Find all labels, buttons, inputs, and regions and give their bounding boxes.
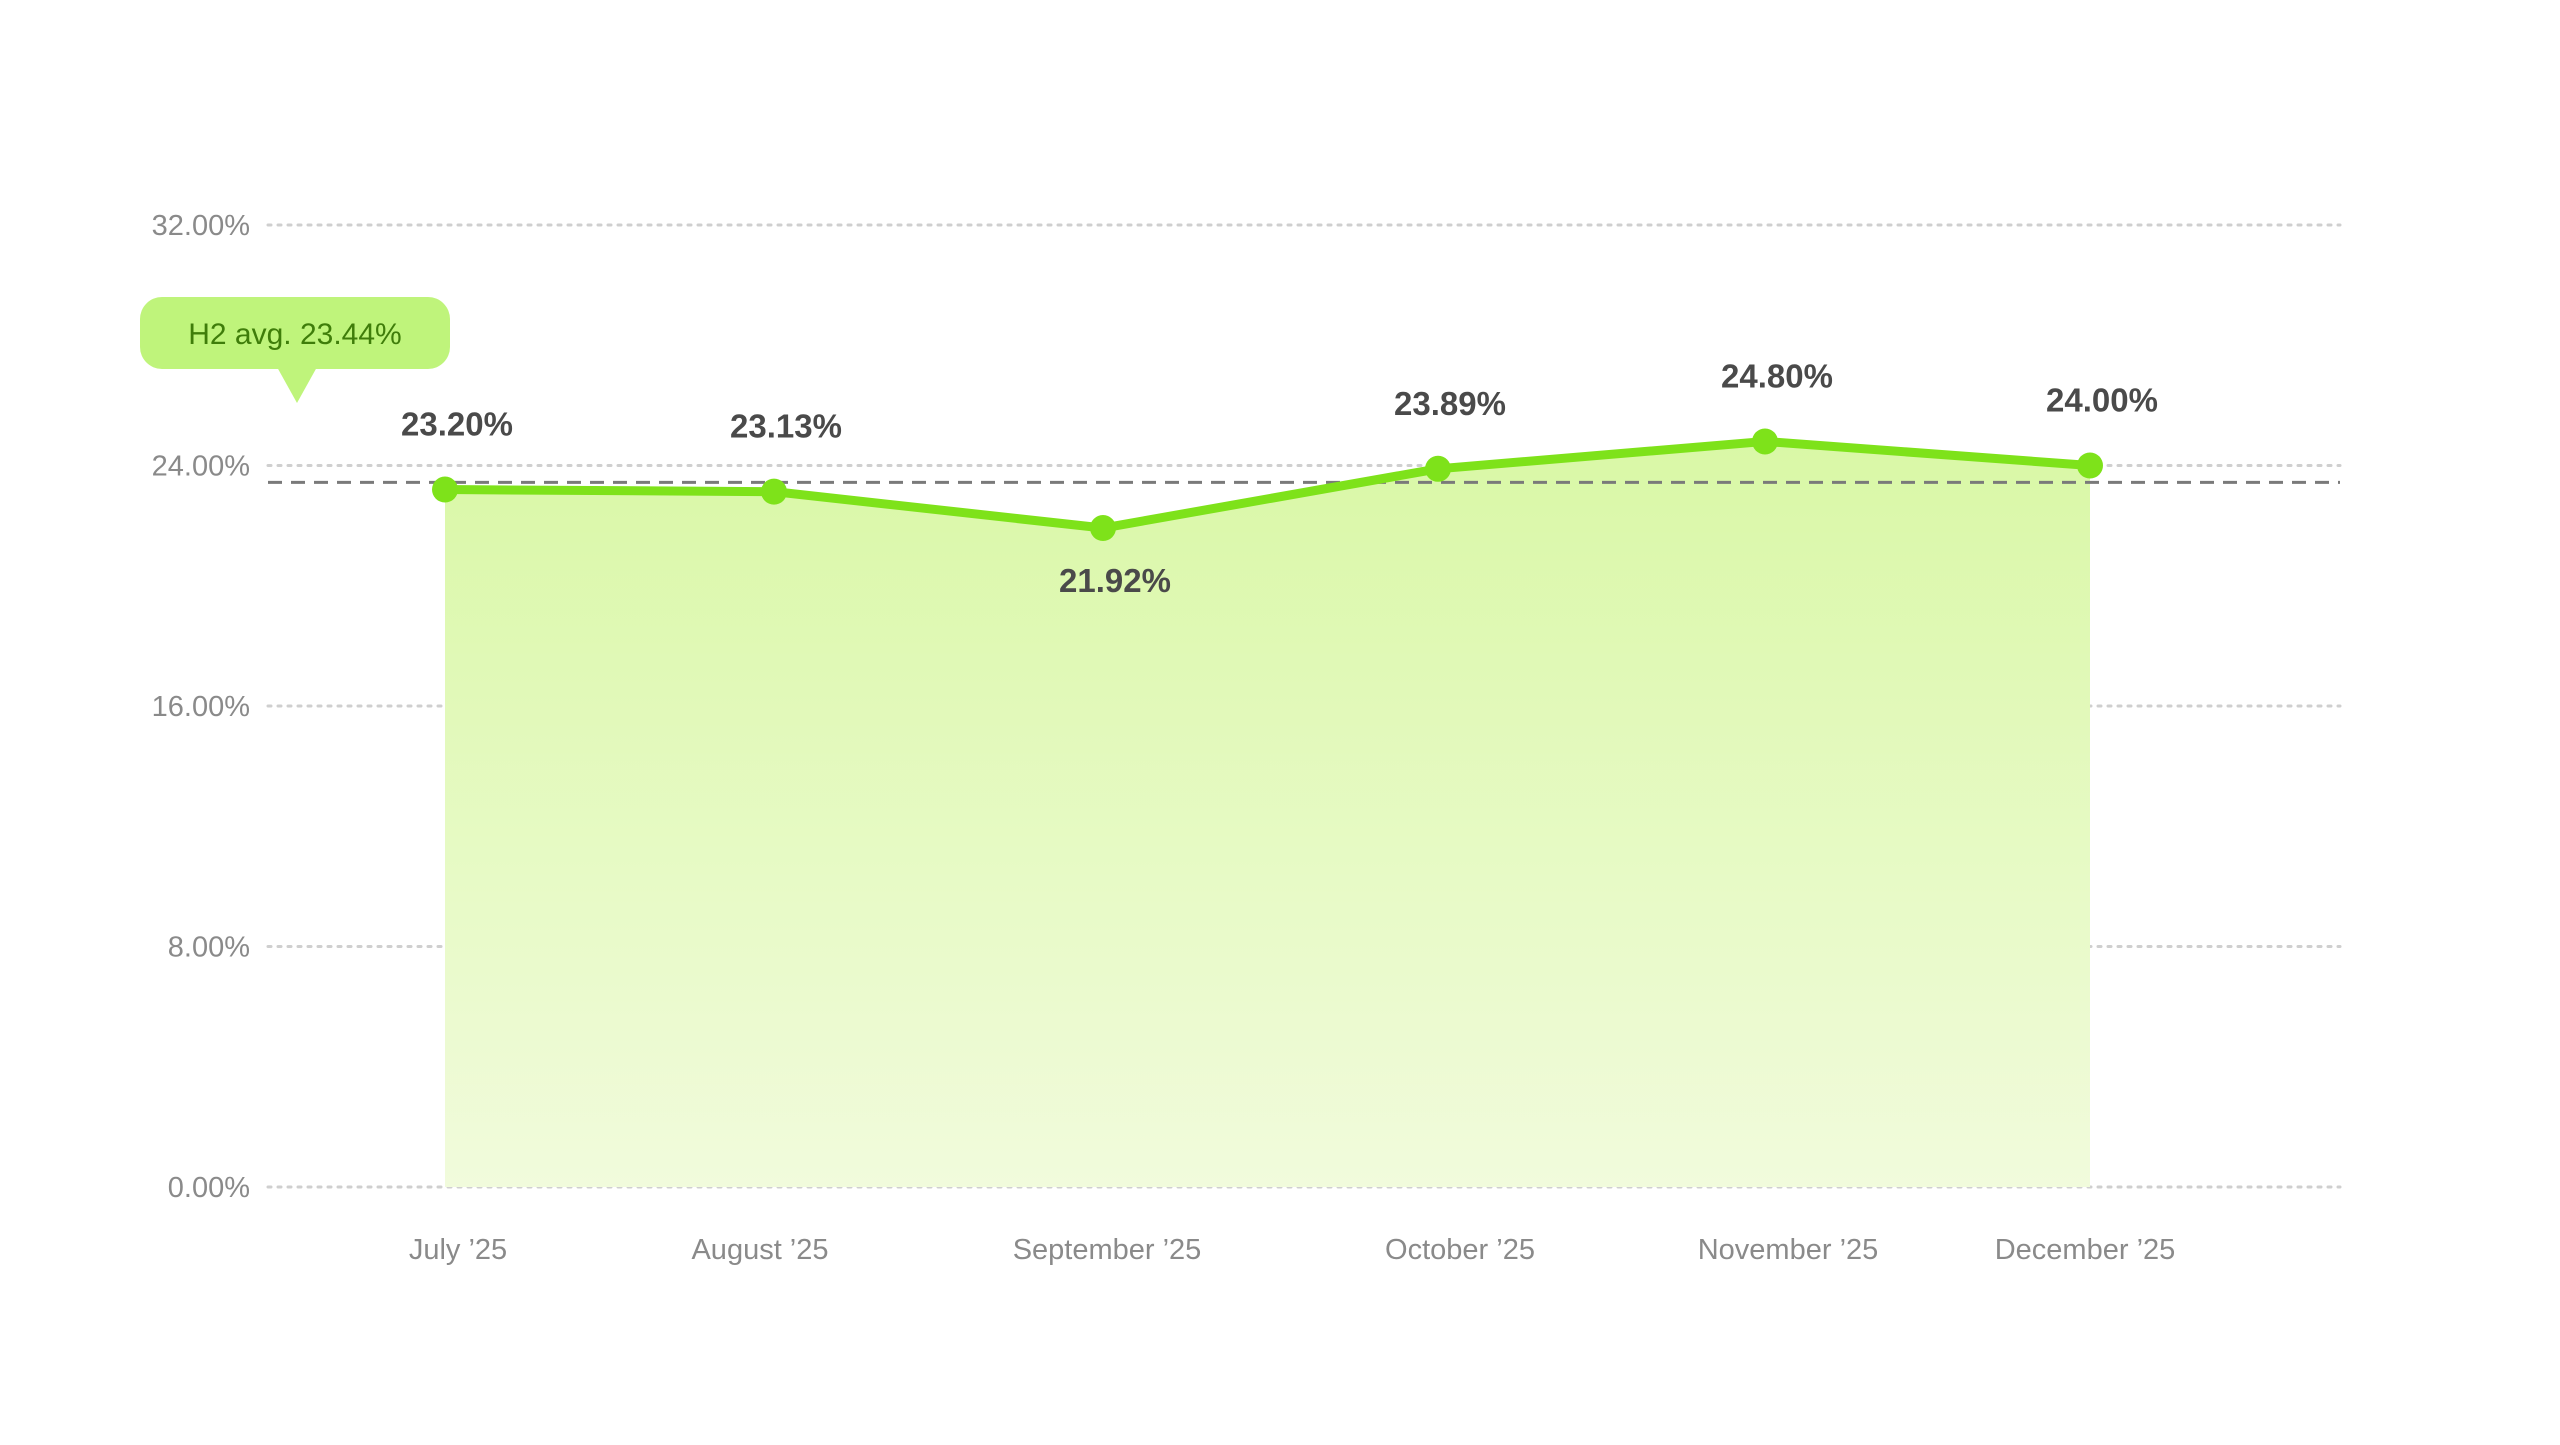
- data-point[interactable]: [1752, 428, 1778, 455]
- x-tick-label: September ’25: [1013, 1234, 1202, 1266]
- label-layer: 23.20% 23.13% 21.92% 23.89% 24.80% 24.00%: [401, 357, 2158, 599]
- y-tick-label: 8.00%: [168, 932, 250, 964]
- y-tick-label: 32.00%: [152, 210, 250, 242]
- data-label: 23.20%: [401, 406, 513, 443]
- area-layer: [445, 441, 2090, 1187]
- data-label: 24.00%: [2046, 382, 2158, 419]
- data-point[interactable]: [1425, 455, 1451, 482]
- data-point[interactable]: [432, 476, 458, 503]
- y-tick-label: 0.00%: [168, 1172, 250, 1204]
- x-tick-label: November ’25: [1698, 1234, 1879, 1266]
- data-point[interactable]: [761, 478, 787, 505]
- x-tick-label: August ’25: [691, 1234, 828, 1266]
- x-tick-label: October ’25: [1385, 1234, 1535, 1266]
- data-point[interactable]: [1090, 515, 1116, 542]
- average-callout-pointer: [277, 367, 317, 403]
- data-label: 23.89%: [1394, 385, 1506, 422]
- average-callout-label: H2 avg. 23.44%: [188, 318, 401, 351]
- x-axis: July ’25 August ’25 September ’25 October ’…: [409, 1234, 2175, 1266]
- y-tick-label: 16.00%: [152, 691, 250, 723]
- y-tick-label: 24.00%: [152, 451, 250, 483]
- data-label: 21.92%: [1059, 562, 1171, 599]
- grid-layer: 0.00% 8.00% 16.00% 24.00% 32.00%: [152, 210, 2342, 1204]
- series-line: [440, 436, 2095, 533]
- x-tick-label: July ’25: [409, 1234, 507, 1266]
- line-layer: [440, 436, 2095, 533]
- average-callout[interactable]: H2 avg. 23.44%: [140, 297, 450, 403]
- point-layer: [432, 428, 2103, 542]
- x-tick-label: December ’25: [1995, 1234, 2176, 1266]
- data-label: 23.13%: [730, 408, 842, 445]
- data-label: 24.80%: [1721, 357, 1833, 394]
- area-fill: [445, 441, 2090, 1187]
- average-callout-box[interactable]: [140, 297, 450, 369]
- data-point[interactable]: [2077, 452, 2103, 479]
